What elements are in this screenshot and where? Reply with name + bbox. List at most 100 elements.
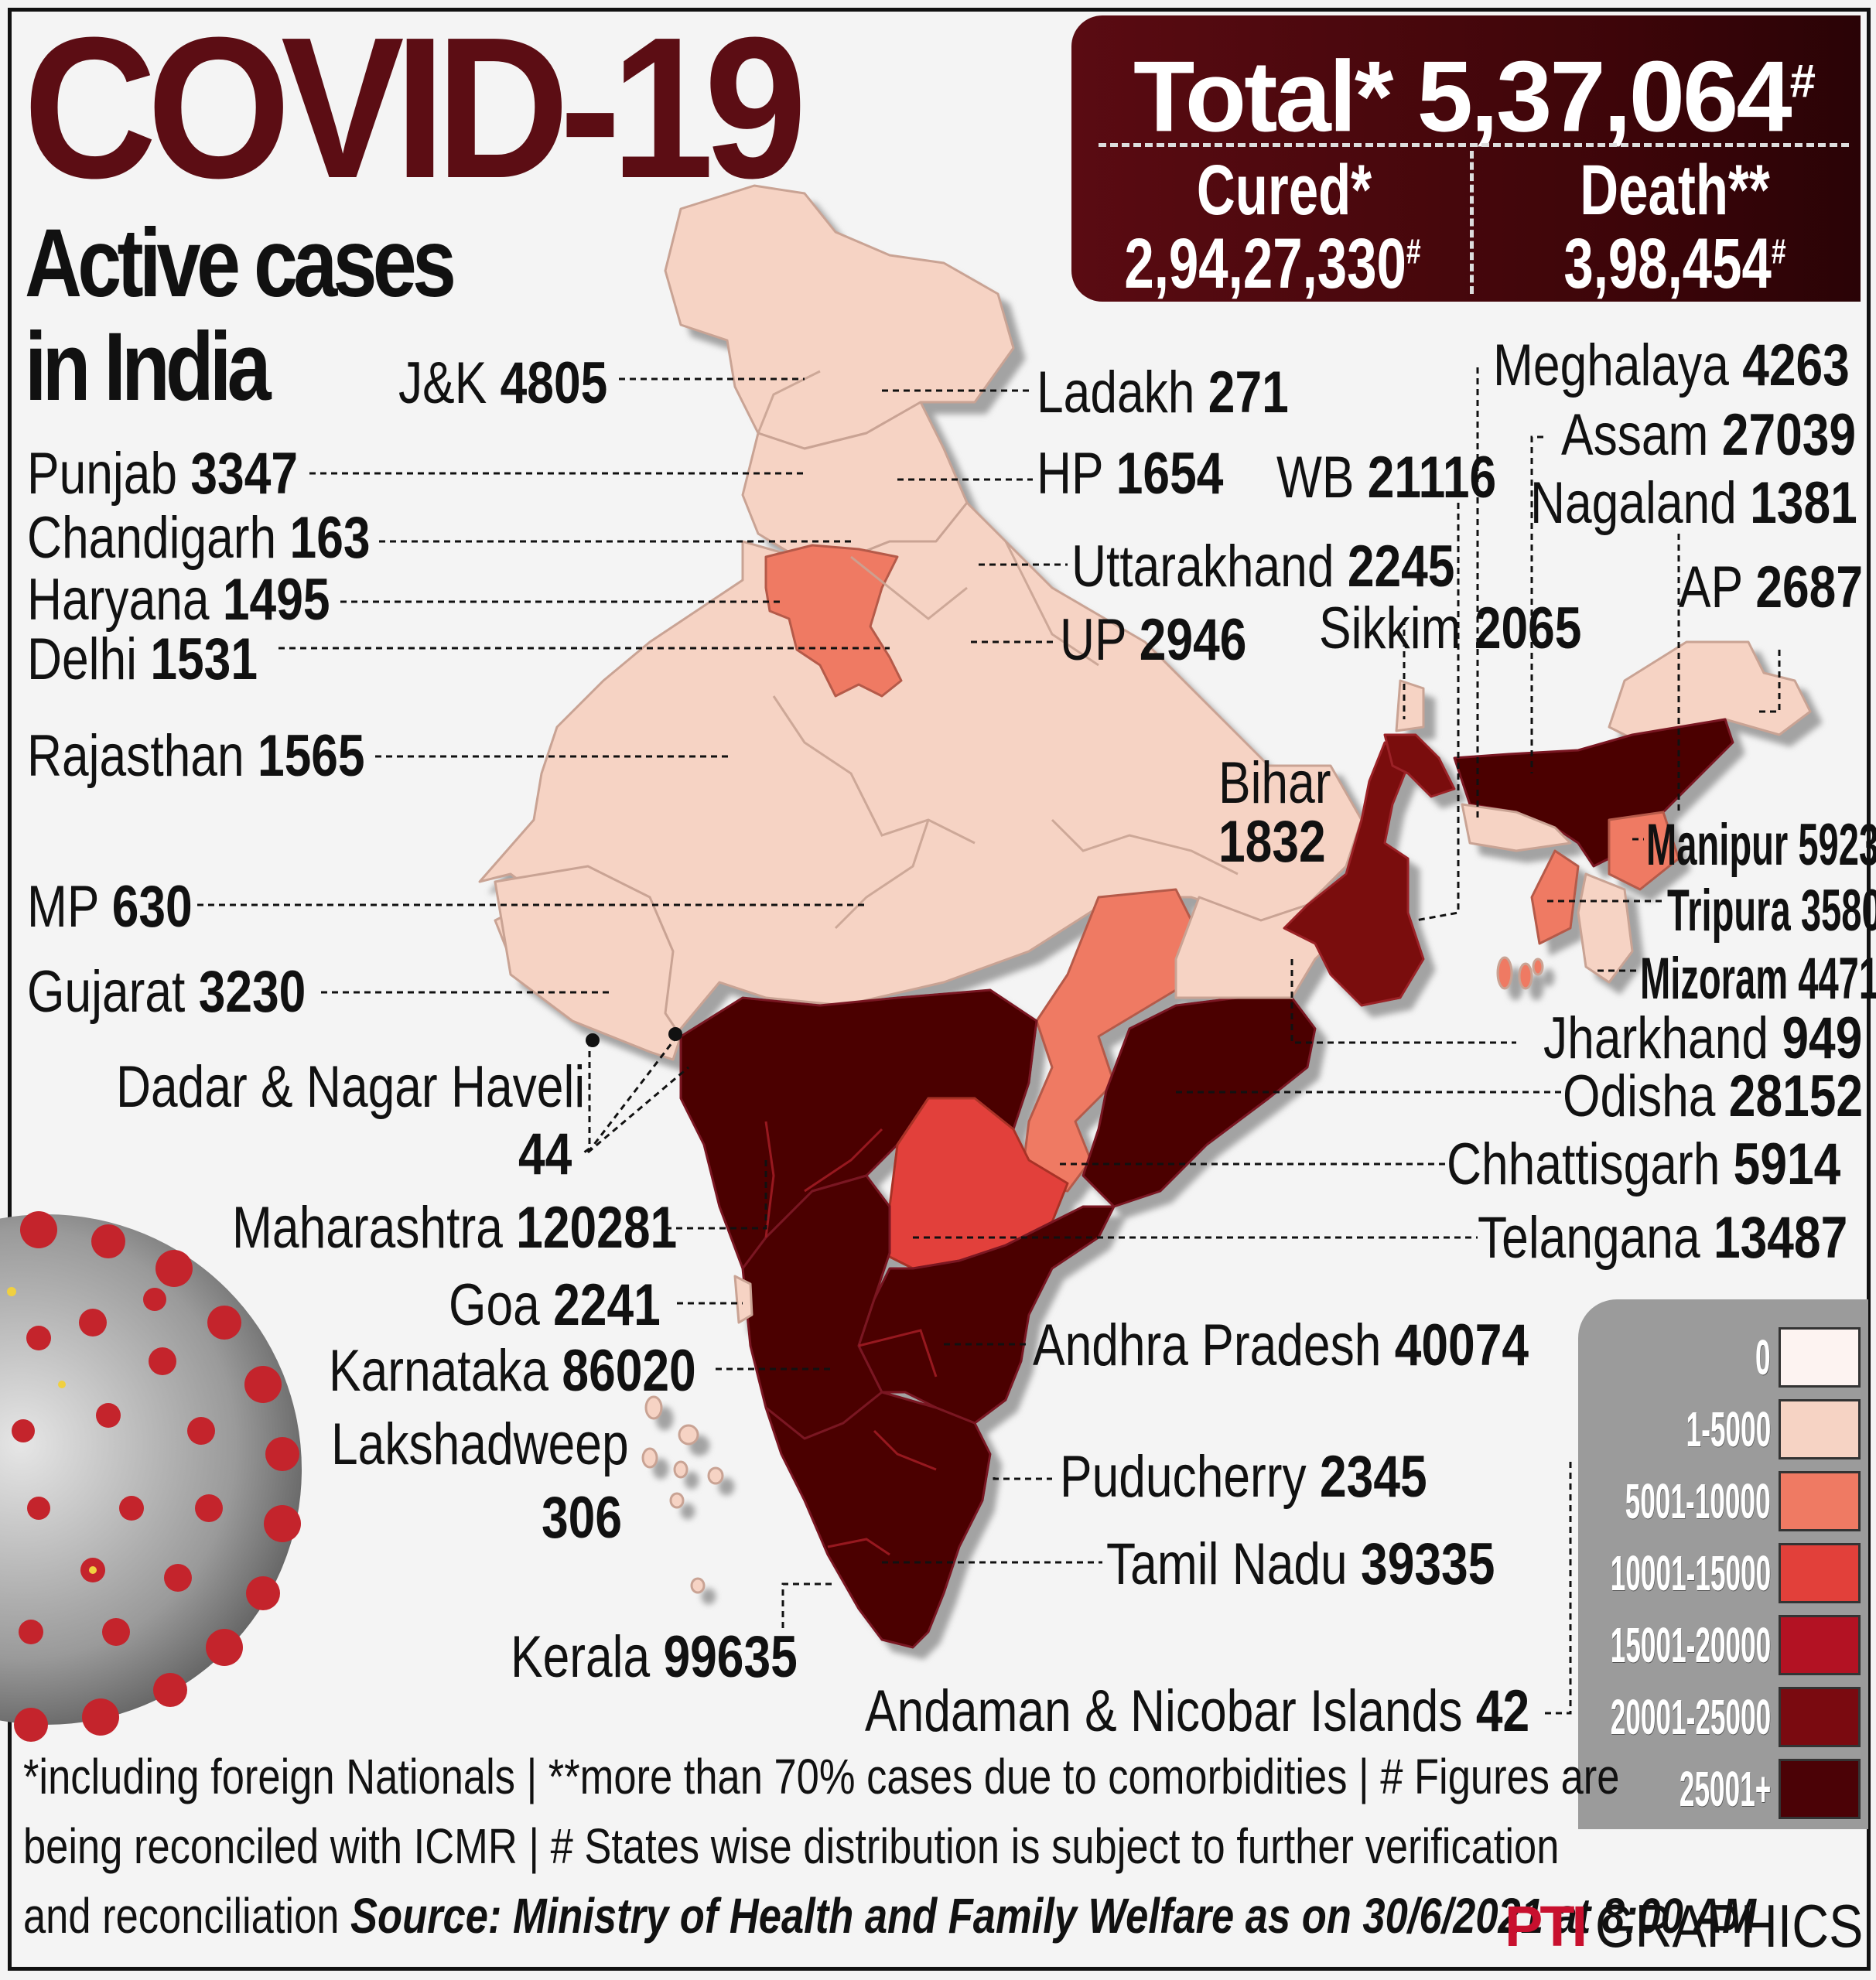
legend-item: 15001-20000 <box>1479 1614 1861 1676</box>
subtitle-line-1: Active cases <box>25 210 456 317</box>
legend-item: 1-5000 <box>1617 1398 1861 1460</box>
state-gujarat <box>494 865 682 1061</box>
totals-vertical-divider <box>1470 151 1474 294</box>
virus-body <box>0 1214 302 1725</box>
label-dnh-name: Dadar & Nagar Haveli <box>116 1054 586 1120</box>
legend-label: 5001-10000 <box>1625 1473 1771 1529</box>
label-tripura: Tripura 3580 <box>1667 878 1876 944</box>
label-dnh-value: 44 <box>518 1121 572 1187</box>
label-sikkim: Sikkim 2065 <box>1319 596 1582 661</box>
label-chhattisgarh: Chhattisgarh 5914 <box>1447 1132 1841 1197</box>
source-text: Source: Ministry of Health and Family We… <box>350 1888 1757 1944</box>
label-haryana: Haryana 1495 <box>27 567 330 633</box>
legend: 0 1-5000 5001-10000 10001-15000 15001-20000 2… <box>1578 1299 1868 1829</box>
legend-swatch <box>1779 1327 1861 1388</box>
virus-spikes <box>12 1211 301 1742</box>
border-frame <box>8 8 1871 1971</box>
legend-item: 20001-25000 <box>1479 1686 1861 1748</box>
leader-dnh-2 <box>586 1036 678 1153</box>
label-gujarat: Gujarat 3230 <box>27 959 306 1025</box>
state-haryana <box>764 544 903 698</box>
label-up: UP 2946 <box>1060 607 1247 673</box>
label-mp: MP 630 <box>27 874 193 940</box>
label-bihar: Bihar 1832 <box>1218 750 1331 875</box>
footnote-line-2: being reconciled with ICMR | # States wi… <box>23 1818 1560 1874</box>
death-label: Death** <box>1580 151 1770 230</box>
label-karnataka: Karnataka 86020 <box>329 1338 696 1404</box>
totals-divider <box>1099 143 1849 147</box>
dnh-dot-2 <box>668 1027 682 1041</box>
pti-credit: PTI GRAPHICS <box>1505 1892 1876 1960</box>
label-andhra: Andhra Pradesh 40074 <box>1033 1313 1529 1378</box>
label-punjab: Punjab 3347 <box>27 441 299 507</box>
island-lakshadweep-6 <box>669 1492 685 1509</box>
legend-label: 0 <box>1755 1330 1771 1385</box>
dnh-dot-1 <box>586 1033 600 1047</box>
virus-dots <box>7 1287 97 1574</box>
state-manipur <box>1608 811 1680 891</box>
legend-label: 10001-15000 <box>1610 1545 1771 1601</box>
legend-swatch <box>1779 1759 1861 1819</box>
island-lakshadweep-2 <box>678 1424 699 1446</box>
cured-value: 2,94,27,330# <box>1124 224 1421 303</box>
legend-item: 0 <box>1743 1326 1861 1388</box>
label-meghalaya: Meghalaya 4263 <box>1493 333 1850 398</box>
label-lakshadweep-name: Lakshadweep <box>331 1412 629 1477</box>
total-label: Total* <box>1133 39 1393 153</box>
state-tripura <box>1530 849 1580 945</box>
state-sikkim-top <box>1395 679 1425 732</box>
label-kerala: Kerala 99635 <box>511 1624 798 1690</box>
legend-item: 25001+ <box>1604 1758 1861 1820</box>
leader-assam <box>1530 435 1543 773</box>
legend-swatch <box>1779 1471 1861 1531</box>
label-goa: Goa 2241 <box>449 1272 661 1338</box>
total-cases: Total* 5,37,064# <box>1133 23 1845 152</box>
border-lines <box>757 370 1239 930</box>
label-puducherry: Puducherry 2345 <box>1060 1444 1427 1510</box>
island-andaman-3 <box>1532 958 1544 976</box>
island-andaman-2 <box>1518 962 1533 990</box>
island-lakshadweep-5 <box>707 1466 724 1485</box>
label-lakshadweep-value: 306 <box>542 1485 622 1551</box>
footnote-line-3: and reconciliation Source: Ministry of H… <box>23 1888 1757 1944</box>
leader-dnh-3 <box>587 1066 689 1154</box>
label-mizoram: Mizoram 4471 <box>1640 946 1876 1012</box>
legend-label: 25001+ <box>1679 1761 1771 1817</box>
legend-swatch <box>1779 1687 1861 1747</box>
island-lakshadweep-3 <box>641 1447 658 1469</box>
label-telangana: Telangana 13487 <box>1478 1205 1848 1271</box>
legend-label: 20001-25000 <box>1610 1689 1771 1745</box>
label-wb: WB 21116 <box>1276 445 1497 510</box>
legend-item: 5001-10000 <box>1506 1470 1861 1532</box>
label-chandigarh: Chandigarh 163 <box>27 505 371 571</box>
state-sikkim <box>1383 733 1456 798</box>
leader-jharkhand <box>1290 959 1516 1044</box>
leader-maharashtra <box>665 1160 767 1230</box>
leader-puducherry <box>993 1477 1052 1480</box>
leader-lines <box>197 367 1781 1715</box>
state-tamilnadu-kerala <box>764 1391 992 1649</box>
coronavirus-illustration <box>0 1211 302 1742</box>
label-uttarakhand: Uttarakhand 2245 <box>1071 534 1455 599</box>
label-rajasthan: Rajasthan 1565 <box>27 723 365 789</box>
label-jk: J&K 4805 <box>398 350 608 416</box>
legend-item: 10001-15000 <box>1479 1542 1861 1604</box>
page-title: COVID-19 <box>23 0 807 220</box>
leader-arunachal <box>1756 650 1781 713</box>
pti-logo: PTI <box>1505 1894 1587 1958</box>
south-border-lines <box>764 1121 938 1556</box>
legend-swatch <box>1779 1615 1861 1675</box>
label-hp: HP 1654 <box>1037 441 1224 507</box>
leader-andaman <box>1543 1462 1572 1715</box>
state-mizoram <box>1577 872 1634 984</box>
leader-wb <box>1415 503 1460 922</box>
state-wb <box>1283 741 1425 1007</box>
state-goa <box>733 1275 753 1324</box>
totals-panel: Total* 5,37,064# Cured* 2,94,27,330# Dea… <box>1071 15 1861 302</box>
state-jk-ladakh <box>664 184 1015 450</box>
graphics-text: GRAPHICS <box>1595 1892 1864 1960</box>
label-manipur: Manipur 5923 <box>1646 812 1876 878</box>
leader-kerala <box>781 1582 835 1628</box>
label-tamilnadu: Tamil Nadu 39335 <box>1106 1531 1495 1597</box>
